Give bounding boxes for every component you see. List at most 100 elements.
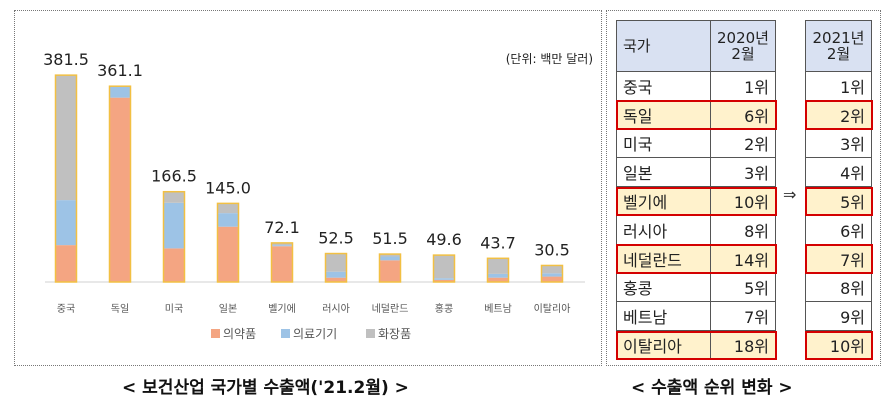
- data-label: 381.5: [43, 50, 89, 69]
- bar-outline: [216, 202, 240, 283]
- bar-segment-2: [433, 278, 455, 280]
- rank-2020-cell: 5위: [710, 272, 776, 303]
- header-2020-year: 2020년: [717, 29, 769, 47]
- table-row: 중국 1위: [616, 71, 776, 101]
- table-row: 베트남 7위: [616, 301, 776, 332]
- table-row: 5위: [805, 186, 872, 216]
- bar-segment-2: [325, 271, 347, 278]
- bar-segment-3: [271, 242, 293, 246]
- rank-2020-cell: 8위: [710, 214, 776, 245]
- table-row: 3위: [805, 128, 872, 159]
- bar-segment-1: [487, 277, 509, 282]
- export-chart-panel: 381.5 중국 361.1 독일 166.5 미국 145.0 일본 72.1 벨기에 52.5 러…: [14, 10, 602, 366]
- chart-caption: < 보건산업 국가별 수출액('21.2월) >: [122, 378, 409, 398]
- country-cell: 중국: [616, 71, 711, 101]
- legend-label: 화장품: [378, 327, 411, 341]
- data-label: 43.7: [480, 233, 516, 252]
- table-row: 7위: [805, 243, 872, 274]
- bar-outline: [270, 242, 294, 283]
- tick-label: 베트남: [484, 303, 512, 315]
- table-row: 홍콩 5위: [616, 272, 776, 303]
- bar-segment-1: [325, 277, 347, 282]
- rank-2021-cell: 3위: [805, 128, 872, 159]
- rank-2021-cell: 6위: [805, 214, 872, 245]
- data-label: 52.5: [318, 229, 354, 248]
- bar-segment-2: [271, 245, 293, 247]
- legend-swatch: [211, 329, 220, 338]
- table-row: 2위: [805, 99, 872, 130]
- table-row: 1위: [805, 71, 872, 101]
- country-cell: 벨기에: [616, 186, 711, 216]
- legend-label: 의약품: [223, 326, 256, 341]
- bar-segment-2: [379, 256, 401, 261]
- bar-segment-1: [379, 260, 401, 282]
- bar-segment-1: [55, 245, 77, 282]
- rank-table-header-row: 2021년 2월: [805, 20, 872, 72]
- tick-label: 독일: [111, 303, 129, 315]
- table-row: 8위: [805, 272, 872, 303]
- header-country: 국가: [616, 20, 711, 72]
- bar-segment-1: [433, 279, 455, 282]
- table-row: 일본 3위: [616, 157, 776, 188]
- bar-segment-2: [163, 202, 185, 249]
- arrow-right-icon: ⇒: [783, 185, 797, 204]
- rank-table-2021: 2021년 2월 1위 2위 3위 4위 5위 6위 7위 8위 9위 10위: [805, 20, 872, 360]
- country-cell: 러시아: [616, 214, 711, 245]
- tick-label: 홍콩: [435, 302, 453, 315]
- table-row: 이탈리아 18위: [616, 330, 776, 360]
- bar-outline: [540, 264, 564, 283]
- country-cell: 네덜란드: [616, 243, 711, 274]
- bar-outline: [162, 190, 186, 283]
- unit-note: (단위: 백만 달러): [506, 52, 593, 66]
- table-row: 네덜란드 14위: [616, 243, 776, 274]
- country-cell: 미국: [616, 128, 711, 159]
- bar-outline: [108, 85, 132, 283]
- data-label: 72.1: [264, 218, 300, 237]
- header-2021-year: 2021년: [812, 29, 865, 47]
- data-label: 361.1: [97, 61, 143, 80]
- rank-2020-cell: 14위: [710, 243, 776, 274]
- tick-label: 벨기에: [268, 303, 296, 315]
- rank-2021-cell: 2위: [805, 99, 872, 130]
- rank-2021-cell: 9위: [805, 301, 872, 332]
- rank-2020-cell: 10위: [710, 186, 776, 216]
- bar-outline: [324, 252, 348, 283]
- rank-2021-cell: 10위: [805, 330, 872, 360]
- bar-segment-1: [217, 226, 239, 282]
- bar-segment-1: [109, 97, 131, 282]
- tick-label: 네덜란드: [372, 303, 409, 315]
- country-cell: 일본: [616, 157, 711, 188]
- table-row: 4위: [805, 157, 872, 188]
- bar-segment-3: [433, 255, 455, 279]
- bar-segment-3: [325, 253, 347, 272]
- rank-2020-cell: 3위: [710, 157, 776, 188]
- rank-2020-cell: 1위: [710, 71, 776, 101]
- bar-segment-3: [487, 258, 509, 274]
- bar-outline: [432, 254, 456, 283]
- rank-2021-cell: 8위: [805, 272, 872, 303]
- table-row: 9위: [805, 301, 872, 332]
- data-label: 30.5: [534, 240, 570, 259]
- rank-2021-cell: 5위: [805, 186, 872, 216]
- table-row: 6위: [805, 214, 872, 245]
- tick-label: 미국: [165, 303, 183, 315]
- tick-label: 중국: [57, 303, 75, 315]
- rank-2021-cell: 4위: [805, 157, 872, 188]
- bar-segment-3: [541, 265, 563, 274]
- rank-2020-cell: 2위: [710, 128, 776, 159]
- tick-label: 러시아: [322, 303, 350, 315]
- bar-outline: [378, 253, 402, 283]
- legend-swatch: [366, 329, 375, 338]
- country-cell: 독일: [616, 99, 711, 130]
- rank-2020-cell: 18위: [710, 330, 776, 360]
- rank-table-header-row: 국가 2020년 2월: [616, 20, 776, 72]
- rank-2021-cell: 7위: [805, 243, 872, 274]
- bar-segment-2: [109, 86, 131, 98]
- table-row: 독일 6위: [616, 99, 776, 130]
- bar-segment-1: [541, 276, 563, 282]
- bar-segment-2: [541, 273, 563, 277]
- bar-segment-2: [487, 273, 509, 278]
- header-2021-month: 2월: [826, 45, 851, 63]
- bar-segment-3: [217, 203, 239, 214]
- table-row: 벨기에 10위: [616, 186, 776, 216]
